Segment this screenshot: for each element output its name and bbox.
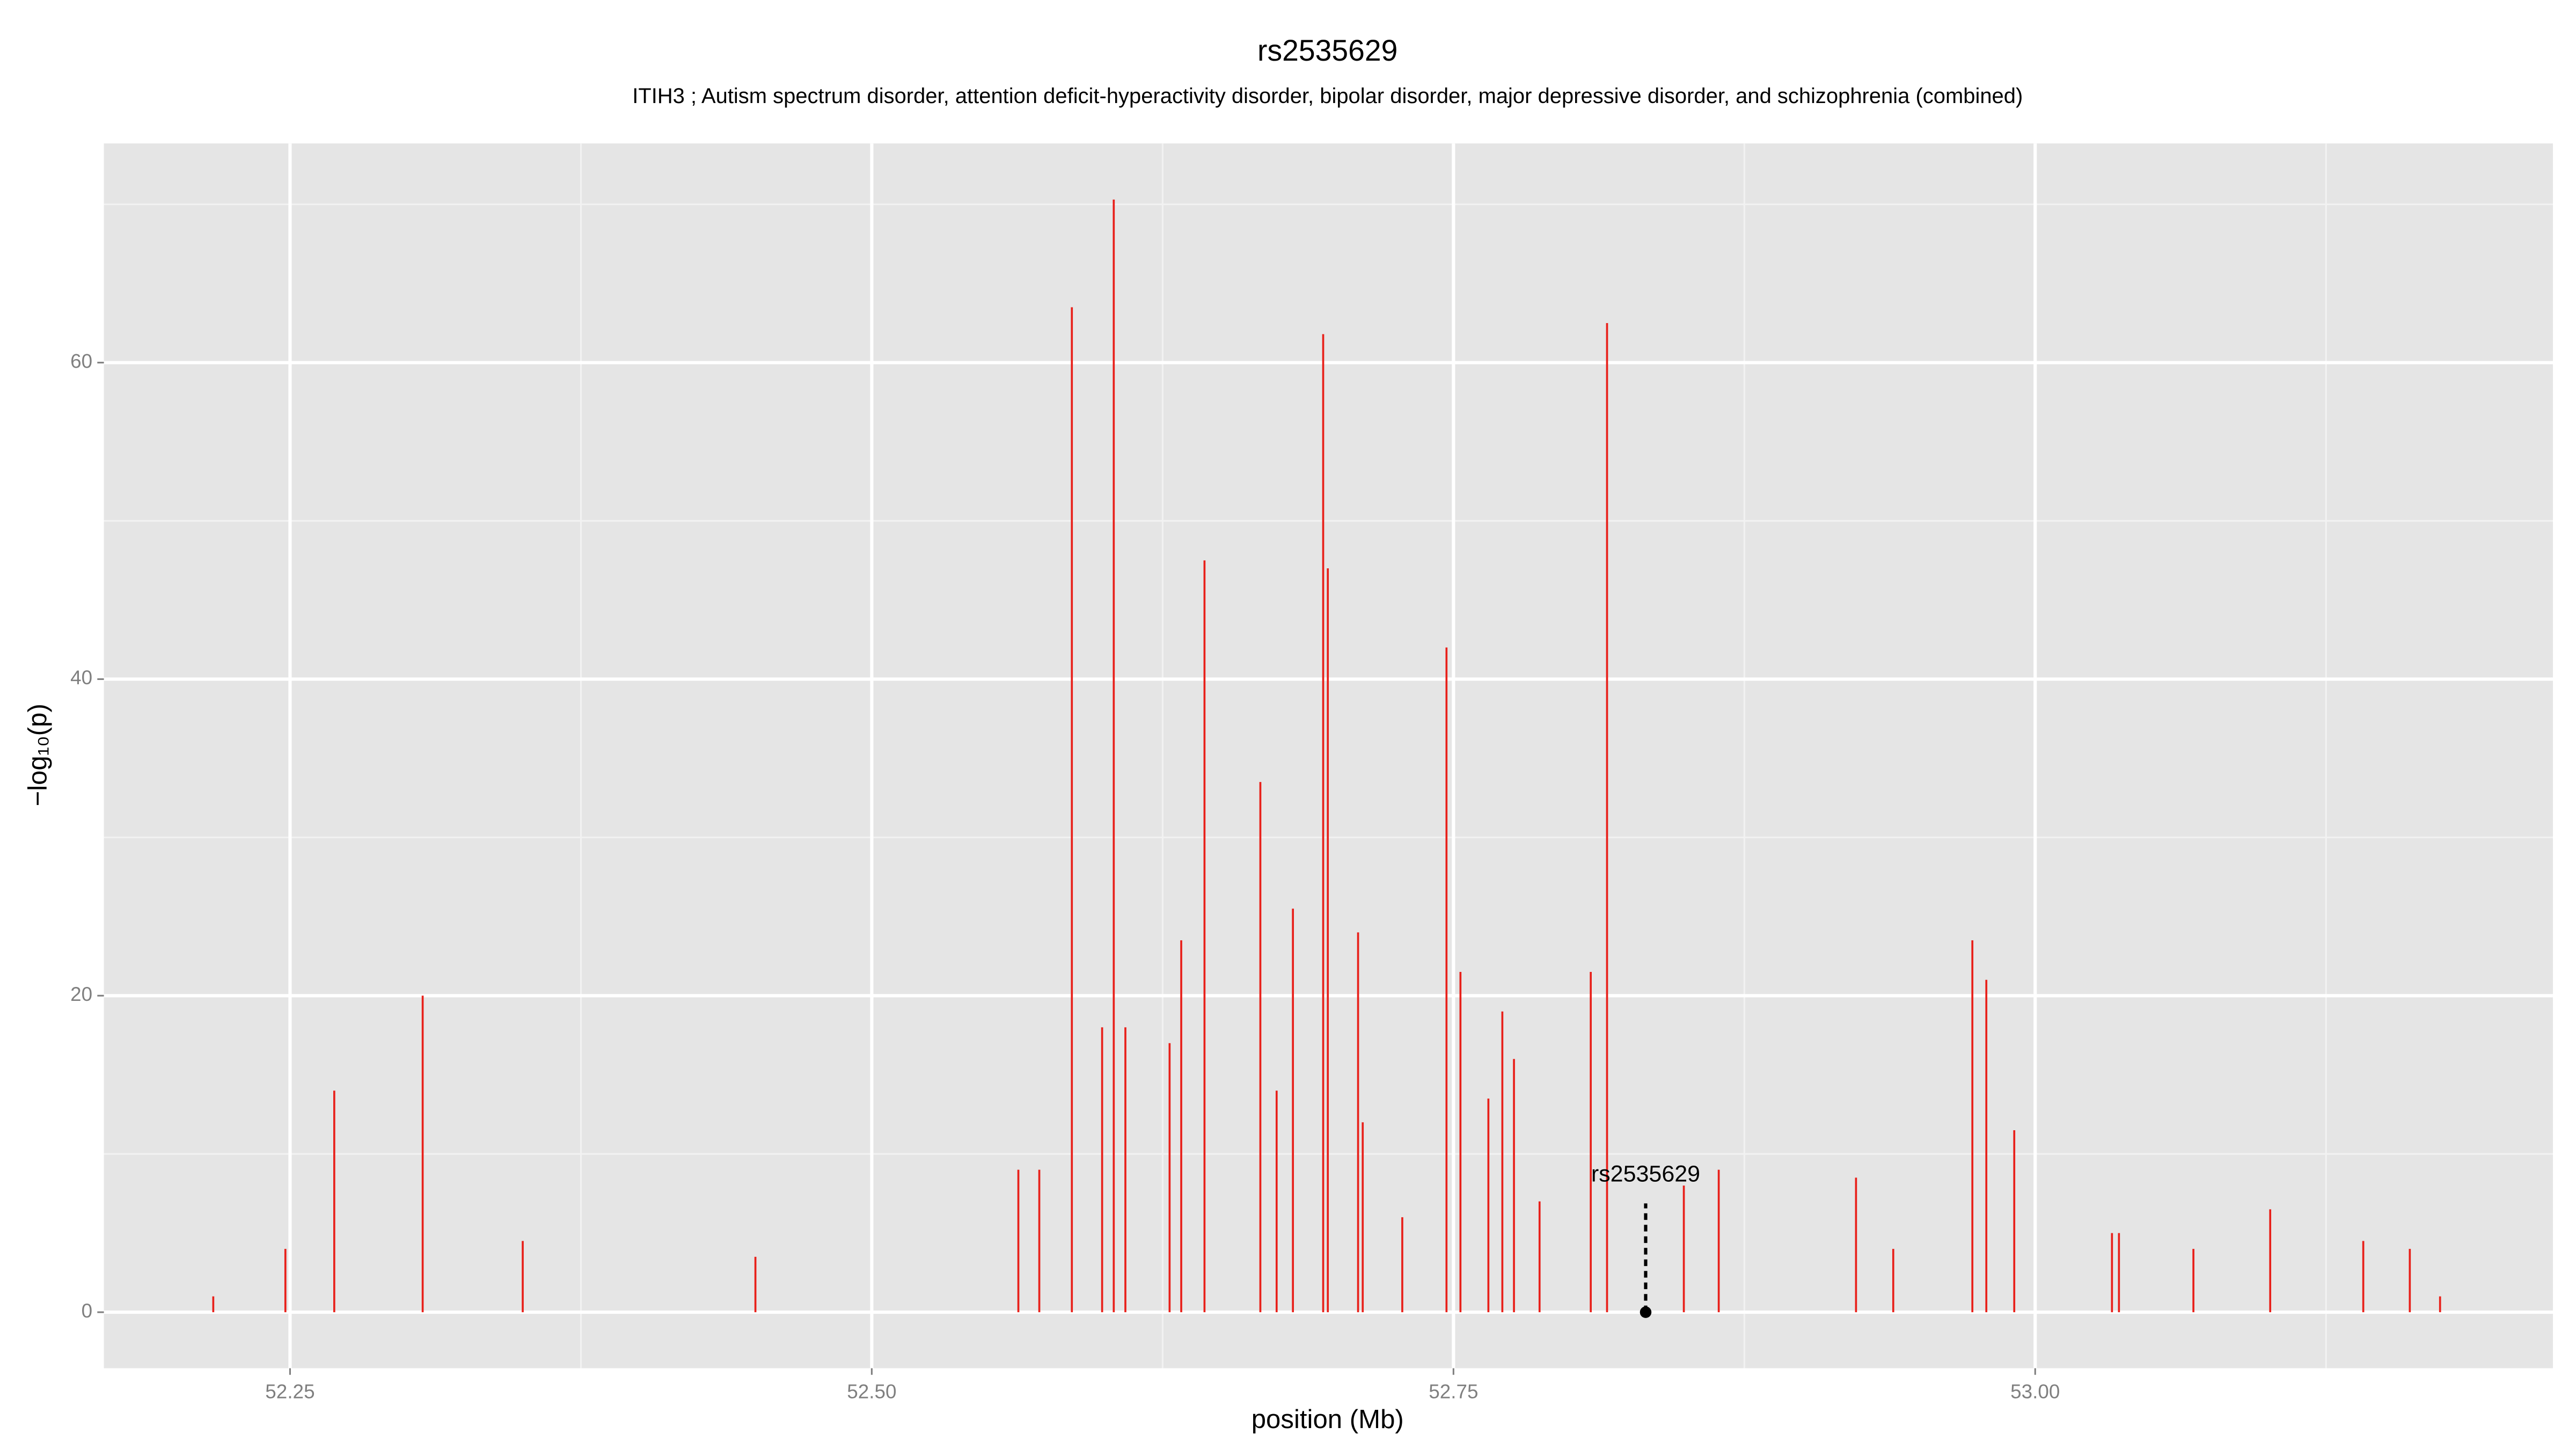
chart-title: rs2535629 — [1257, 34, 1397, 67]
x-tick-label: 52.50 — [847, 1380, 896, 1402]
x-tick-label: 52.75 — [1429, 1380, 1478, 1402]
x-axis-label: position (Mb) — [1252, 1405, 1404, 1434]
x-tick-label: 52.25 — [265, 1380, 314, 1402]
x-tick-label: 53.00 — [2010, 1380, 2060, 1402]
annotation-label: rs2535629 — [1591, 1161, 1700, 1187]
y-tick-label: 20 — [70, 983, 92, 1005]
y-tick-label: 60 — [70, 350, 92, 372]
y-tick-label: 40 — [70, 667, 92, 689]
annotation-point — [1640, 1306, 1652, 1318]
y-axis-label: −log₁₀(p) — [24, 704, 53, 806]
chart-subtitle: ITIH3 ; Autism spectrum disorder, attent… — [632, 84, 2023, 108]
y-tick-label: 0 — [82, 1300, 93, 1322]
